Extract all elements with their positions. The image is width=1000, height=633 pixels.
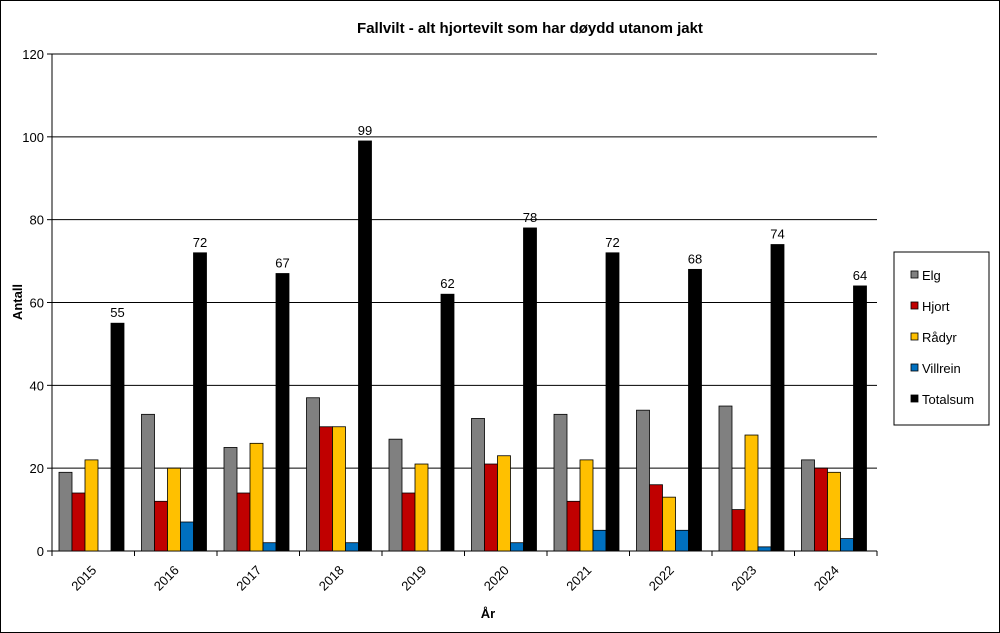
bar-hjort-2023	[731, 509, 746, 552]
bar-hjort-2017	[236, 492, 251, 552]
legend-label-hjort: Hjort	[922, 299, 950, 314]
bar-elg-2024	[801, 459, 815, 552]
bar-villrein-2018	[345, 542, 359, 552]
data-label-2017: 67	[275, 256, 289, 271]
legend-swatch-villrein	[910, 363, 919, 372]
y-tick-label: 20	[30, 461, 44, 476]
bar-rådyr-2015	[84, 459, 99, 552]
data-label-2016: 72	[193, 235, 207, 250]
x-tick-label: 2015	[68, 563, 99, 594]
bar-villrein-2017	[262, 542, 277, 552]
legend-swatch-totalsum	[910, 394, 919, 403]
bar-totalsum-2023	[770, 244, 785, 552]
bar-elg-2019	[388, 438, 403, 552]
x-tick-label: 2023	[728, 563, 759, 594]
data-labels: 55 72 67 99 62 78 72 68 74 64	[110, 123, 867, 320]
bar-elg-2020	[471, 418, 485, 552]
data-label-2022: 68	[688, 251, 702, 266]
x-tick-label: 2018	[316, 563, 347, 594]
x-axis-title: År	[481, 606, 495, 621]
x-tick-label: 2017	[233, 563, 264, 594]
bar-totalsum-2017	[275, 273, 290, 552]
bar-rådyr-2018	[332, 426, 346, 552]
bar-totalsum-2024	[853, 285, 867, 552]
legend: Elg Hjort Rådyr Villrein Totalsum	[893, 251, 990, 426]
bar-elg-2015	[58, 471, 73, 552]
bar-elg-2023	[718, 405, 733, 552]
bar-totalsum-2020	[523, 227, 537, 552]
bar-villrein-2020	[510, 542, 524, 552]
y-axis-title: Antall	[10, 284, 25, 320]
bar-rådyr-2023	[744, 434, 759, 552]
bar-elg-2018	[306, 397, 320, 552]
data-label-2023: 74	[770, 227, 784, 242]
y-tick-label: 0	[37, 544, 44, 559]
bar-rådyr-2021	[579, 459, 594, 552]
bar-rådyr-2016	[167, 467, 181, 552]
data-label-2018: 99	[358, 123, 372, 138]
bar-villrein-2022	[675, 529, 689, 552]
bar-elg-2021	[553, 413, 568, 552]
y-tick-label: 40	[30, 378, 44, 393]
legend-box	[893, 251, 990, 426]
bars	[58, 140, 867, 552]
bar-rådyr-2017	[249, 442, 264, 552]
x-tick-label: 2021	[563, 563, 594, 594]
bar-villrein-2021	[592, 529, 607, 552]
legend-label-rådyr: Rådyr	[922, 330, 957, 345]
bar-hjort-2021	[566, 500, 581, 552]
y-tick-label: 80	[30, 213, 44, 228]
bar-rådyr-2024	[827, 471, 841, 552]
bar-totalsum-2015	[110, 322, 125, 552]
bar-totalsum-2016	[193, 252, 207, 552]
x-axis-ticks: 2015 2016 2017 2018 2019 2020 2021 2022 2023 2024	[51, 551, 878, 594]
bar-totalsum-2021	[605, 252, 620, 552]
legend-label-villrein: Villrein	[922, 361, 961, 376]
data-label-2024: 64	[853, 268, 867, 283]
bar-villrein-2016	[180, 521, 194, 552]
data-label-2020: 78	[523, 210, 537, 225]
chart-title: Fallvilt - alt hjortevilt som har døydd …	[357, 20, 703, 37]
y-tick-label: 100	[22, 130, 44, 145]
x-tick-label: 2022	[646, 563, 677, 594]
x-tick-label: 2024	[811, 563, 842, 594]
bar-totalsum-2022	[688, 268, 702, 552]
bar-hjort-2016	[154, 500, 168, 552]
bar-hjort-2018	[319, 426, 333, 552]
legend-label-elg: Elg	[922, 268, 941, 283]
legend-swatch-rådyr	[910, 332, 919, 341]
bar-hjort-2019	[401, 492, 416, 552]
bar-rådyr-2022	[662, 496, 676, 552]
bar-hjort-2020	[484, 463, 498, 552]
x-tick-label: 2020	[481, 563, 512, 594]
bar-villrein-2024	[840, 538, 854, 552]
data-label-2019: 62	[440, 276, 454, 291]
data-label-2015: 55	[110, 305, 124, 320]
y-axis-ticks: 0 20 40 60 80 100 120	[22, 47, 52, 559]
x-tick-label: 2019	[398, 563, 429, 594]
x-tick-label: 2016	[151, 563, 182, 594]
bar-totalsum-2018	[358, 140, 372, 552]
y-tick-label: 60	[30, 296, 44, 311]
bar-totalsum-2019	[440, 293, 455, 552]
bar-hjort-2024	[814, 467, 828, 552]
legend-swatch-hjort	[910, 301, 919, 310]
bar-elg-2022	[636, 409, 650, 552]
legend-label-totalsum: Totalsum	[922, 392, 974, 407]
data-label-2021: 72	[605, 235, 619, 250]
bar-rådyr-2020	[497, 455, 511, 552]
y-tick-label: 120	[22, 47, 44, 62]
bar-villrein-2023	[757, 546, 772, 552]
legend-swatch-elg	[910, 270, 919, 279]
bar-rådyr-2019	[414, 463, 429, 552]
bar-hjort-2022	[649, 484, 663, 552]
bar-elg-2016	[141, 413, 155, 552]
bar-hjort-2015	[71, 492, 86, 552]
bar-elg-2017	[223, 447, 238, 552]
